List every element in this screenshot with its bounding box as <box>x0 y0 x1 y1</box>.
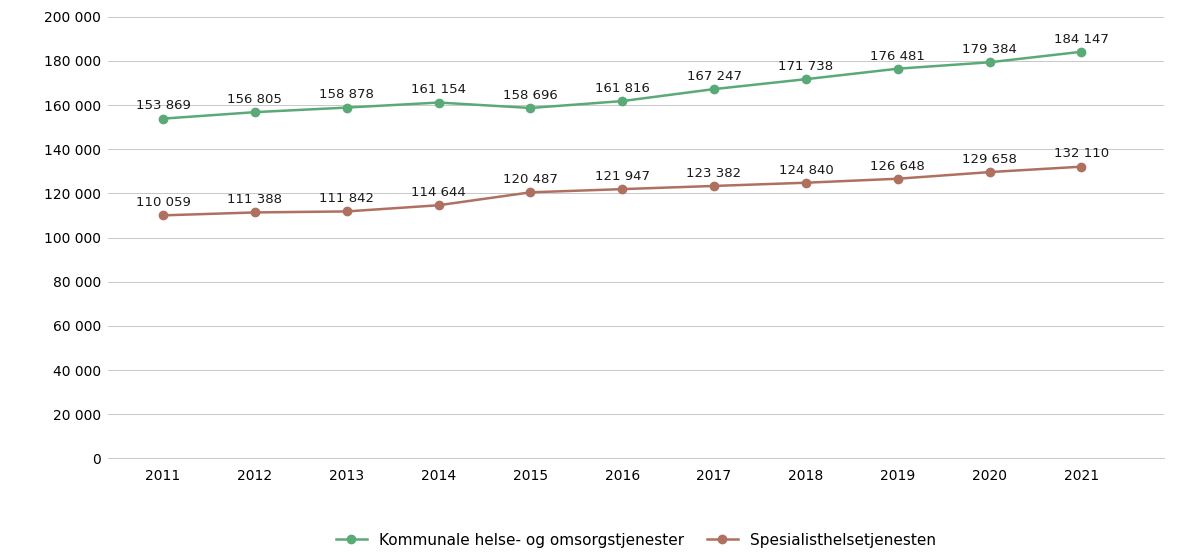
Legend: Kommunale helse- og omsorgstjenester, Spesialisthelsetjenesten: Kommunale helse- og omsorgstjenester, Sp… <box>336 533 936 548</box>
Text: 158 878: 158 878 <box>319 88 374 101</box>
Text: 126 648: 126 648 <box>870 159 925 173</box>
Text: 110 059: 110 059 <box>136 196 191 209</box>
Text: 158 696: 158 696 <box>503 89 558 102</box>
Text: 124 840: 124 840 <box>779 164 833 177</box>
Text: 121 947: 121 947 <box>595 170 649 183</box>
Text: 123 382: 123 382 <box>686 167 742 180</box>
Text: 156 805: 156 805 <box>228 93 282 106</box>
Text: 161 154: 161 154 <box>412 83 466 96</box>
Text: 184 147: 184 147 <box>1054 32 1109 46</box>
Text: 179 384: 179 384 <box>962 43 1016 56</box>
Text: 171 738: 171 738 <box>779 60 834 73</box>
Text: 120 487: 120 487 <box>503 173 558 186</box>
Text: 161 816: 161 816 <box>595 82 649 95</box>
Text: 132 110: 132 110 <box>1054 148 1109 160</box>
Text: 176 481: 176 481 <box>870 50 925 63</box>
Text: 167 247: 167 247 <box>686 70 742 83</box>
Text: 129 658: 129 658 <box>962 153 1016 166</box>
Text: 114 644: 114 644 <box>412 186 466 199</box>
Text: 111 842: 111 842 <box>319 192 374 205</box>
Text: 153 869: 153 869 <box>136 100 191 112</box>
Text: 111 388: 111 388 <box>228 193 282 206</box>
